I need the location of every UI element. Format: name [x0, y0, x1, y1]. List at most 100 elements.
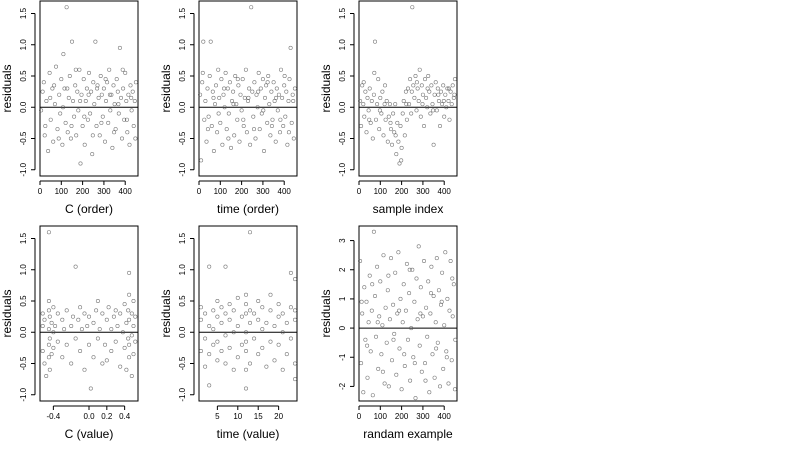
data-point [43, 124, 48, 129]
data-point [276, 92, 281, 97]
data-point [432, 92, 437, 97]
data-point [55, 339, 60, 344]
data-point [434, 256, 439, 261]
data-point [361, 102, 366, 107]
y-tick-label: 1.5 [178, 232, 187, 244]
data-point [445, 86, 450, 91]
data-point [394, 372, 399, 377]
data-point [435, 340, 440, 345]
data-point [60, 355, 65, 360]
data-point [78, 161, 83, 166]
data-point [60, 105, 65, 110]
data-point [402, 352, 407, 357]
data-point [428, 311, 433, 316]
data-point [64, 308, 69, 313]
data-point [412, 361, 417, 366]
data-point [242, 95, 247, 100]
plot-frame [198, 0, 298, 177]
data-point [253, 136, 258, 141]
data-point [398, 124, 403, 129]
data-point [255, 105, 260, 110]
data-point [450, 276, 455, 281]
y-tick-label: 0.0 [338, 101, 347, 113]
data-point [85, 117, 90, 122]
data-point [133, 136, 138, 141]
data-point [260, 77, 265, 82]
data-point [286, 130, 291, 135]
data-point [372, 70, 377, 75]
data-point [435, 86, 440, 91]
data-point [205, 86, 210, 91]
data-point [404, 117, 409, 122]
data-point [261, 149, 266, 154]
data-point [436, 288, 441, 293]
data-point [93, 39, 98, 44]
data-point [448, 89, 453, 94]
data-point [82, 311, 87, 316]
data-point [199, 158, 204, 163]
data-point [292, 377, 297, 382]
data-point [369, 308, 374, 313]
data-point [211, 95, 216, 100]
data-point [95, 336, 100, 341]
data-point [375, 264, 380, 269]
data-point [211, 327, 216, 332]
data-point [379, 111, 384, 116]
data-point [117, 45, 122, 50]
data-point [424, 305, 429, 310]
data-point [126, 92, 131, 97]
data-point [265, 80, 270, 85]
data-point [130, 89, 135, 94]
data-point [129, 373, 134, 378]
data-point [254, 92, 259, 97]
data-point [403, 89, 408, 94]
y-tick-label: 1.0 [19, 39, 28, 51]
x-tick-label: 200 [76, 187, 90, 196]
data-point [208, 39, 213, 44]
data-point [396, 250, 401, 255]
data-point [124, 99, 129, 104]
data-point [368, 349, 373, 354]
data-point [414, 80, 419, 85]
data-point [207, 264, 212, 269]
data-point [47, 70, 52, 75]
data-point [400, 320, 405, 325]
data-point [273, 139, 278, 144]
data-point [418, 285, 423, 290]
data-point [127, 317, 132, 322]
y-tick-label: 1.5 [19, 7, 28, 19]
data-point [40, 323, 45, 328]
data-point [288, 45, 293, 50]
data-point [411, 83, 416, 88]
data-point [112, 102, 117, 107]
data-point [369, 99, 374, 104]
panel-sample-index: 0 100 200 300 400 sample index -1.0 -0.5 0.0 0.5 1… [319, 0, 458, 216]
data-point [361, 80, 366, 85]
data-point [127, 142, 132, 147]
data-point [87, 70, 92, 75]
data-point [267, 102, 272, 107]
data-point [381, 253, 386, 258]
data-point [248, 308, 253, 313]
y-tick-label: 3 [338, 238, 347, 243]
data-point [417, 67, 422, 72]
data-point [385, 288, 390, 293]
data-point [222, 86, 227, 91]
data-point [364, 299, 369, 304]
data-point [396, 139, 401, 144]
data-point [290, 92, 295, 97]
data-point [441, 99, 446, 104]
data-point [118, 311, 123, 316]
y-tick-label: -1.0 [19, 387, 28, 401]
data-point [265, 120, 270, 125]
data-point [239, 342, 244, 347]
data-point [99, 120, 104, 125]
data-point [215, 358, 220, 363]
panel-time-value: 5 10 15 20 time (value) -1.0 -0.5 0.0 0.5 1.0 1.5 r… [159, 225, 298, 441]
data-point [50, 86, 55, 91]
data-point [414, 276, 419, 281]
data-point [292, 308, 297, 313]
data-point [359, 361, 364, 366]
data-point [370, 393, 375, 398]
data-point [219, 348, 224, 353]
